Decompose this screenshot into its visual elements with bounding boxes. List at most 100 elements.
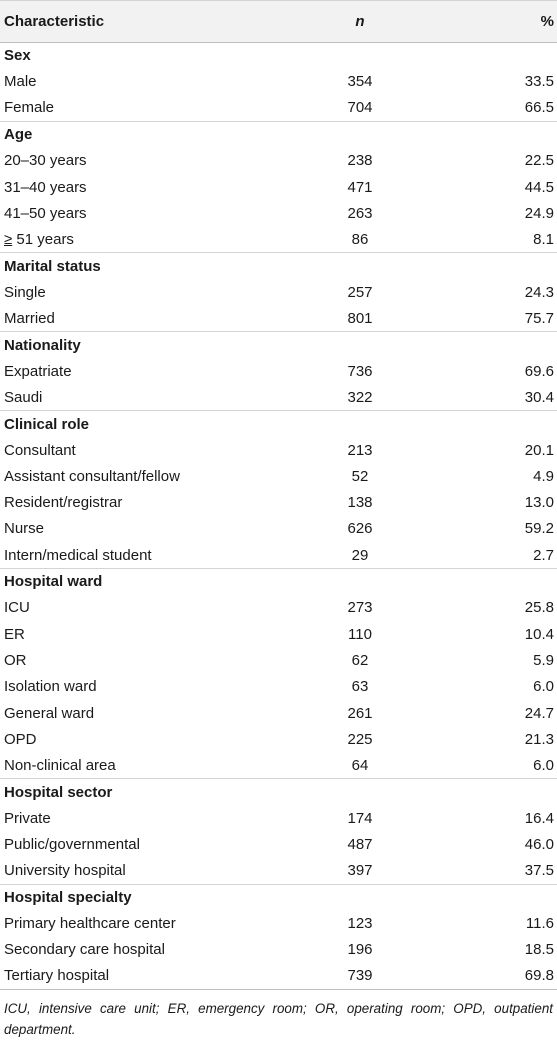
table-row: Single 257 24.3: [0, 279, 557, 305]
row-count: 64: [351, 756, 369, 774]
row-count: 487: [347, 836, 373, 854]
row-count: 397: [347, 862, 373, 880]
row-percent: 5.9: [533, 651, 554, 669]
row-percent: 44.5: [524, 178, 554, 196]
row-count: 225: [347, 730, 373, 748]
empty-cell: [420, 778, 557, 806]
table-row: ICU 273 25.8: [0, 595, 557, 621]
table-row: Assistant consultant/fellow 52 4.9: [0, 463, 557, 489]
table-body: Sex Male 354 33.5 Female 704 66.5 Age 20–30 year…: [0, 41, 557, 990]
table-row: OR 62 5.9: [0, 647, 557, 673]
row-count: 196: [347, 941, 373, 959]
row-count: 123: [347, 914, 373, 932]
group-header-row: Clinical role: [0, 410, 557, 437]
row-count: 322: [347, 388, 373, 406]
row-percent: 25.8: [524, 599, 554, 617]
row-percent: 66.5: [524, 99, 554, 117]
row-percent: 22.5: [524, 152, 554, 170]
table-row: Tertiary hospital 739 69.8: [0, 962, 557, 990]
row-count: 736: [347, 362, 373, 380]
table-row: Secondary care hospital 196 18.5: [0, 937, 557, 963]
row-label: OR: [4, 651, 27, 669]
row-label: Public/governmental: [4, 836, 140, 854]
row-percent: 6.0: [533, 756, 554, 774]
row-percent: 33.5: [524, 73, 554, 91]
row-label: Isolation ward: [4, 678, 97, 696]
group-header-row: Hospital specialty: [0, 883, 557, 911]
group-title: Age: [0, 120, 300, 148]
row-label: Resident/registrar: [4, 494, 123, 512]
table-row: Nurse 626 59.2: [0, 516, 557, 542]
group-title: Hospital specialty: [0, 883, 300, 911]
table-footnote: ICU, intensive care unit; ER, emergency …: [4, 1000, 553, 1037]
row-label: Saudi: [4, 388, 43, 406]
row-percent: 21.3: [524, 730, 554, 748]
row-percent: 24.9: [524, 204, 554, 222]
table-row: Consultant 213 20.1: [0, 437, 557, 463]
empty-cell: [300, 567, 420, 595]
empty-cell: [300, 410, 420, 437]
row-label: Expatriate: [4, 362, 72, 380]
group-header-row: Hospital ward: [0, 567, 557, 595]
row-label: 41–50 years: [4, 204, 87, 222]
header-n: n: [300, 0, 420, 43]
row-percent: 10.4: [524, 625, 554, 643]
table-row: Married 801 75.7: [0, 305, 557, 331]
table-row: 41–50 years 263 24.9: [0, 200, 557, 226]
row-label: Secondary care hospital: [4, 941, 165, 959]
row-label: Primary healthcare center: [4, 914, 176, 932]
row-count: 138: [347, 494, 373, 512]
row-percent: 75.7: [524, 309, 554, 327]
empty-cell: [300, 883, 420, 911]
row-count: 52: [351, 467, 369, 485]
group-title: Clinical role: [0, 410, 300, 437]
empty-cell: [420, 883, 557, 911]
row-label: 31–40 years: [4, 178, 87, 196]
table-row: Male 354 33.5: [0, 69, 557, 95]
empty-cell: [420, 567, 557, 595]
group-header-row: Hospital sector: [0, 778, 557, 806]
row-label: Tertiary hospital: [0, 962, 300, 990]
table-row: Private 174 16.4: [0, 805, 557, 831]
empty-cell: [420, 252, 557, 280]
row-count: 29: [351, 546, 369, 564]
row-count: 739: [300, 962, 420, 990]
group-title: Marital status: [0, 252, 300, 280]
header-characteristic: Characteristic: [0, 0, 300, 43]
table-header-row: Characteristic n %: [0, 0, 557, 43]
row-percent: 2.7: [533, 546, 554, 564]
row-label: General ward: [4, 704, 95, 722]
table-row: Female 704 66.5: [0, 95, 557, 121]
row-label: OPD: [4, 730, 37, 748]
table-row: Intern/medical student 29 2.7: [0, 542, 557, 568]
row-label: Consultant: [4, 441, 76, 459]
row-count: 213: [347, 441, 373, 459]
group-header-row: Sex: [0, 41, 557, 69]
row-label: ICU: [4, 599, 30, 617]
empty-cell: [300, 778, 420, 806]
group-title: Hospital ward: [0, 567, 300, 595]
row-label: Intern/medical student: [4, 546, 152, 564]
row-percent: 69.6: [524, 362, 554, 380]
table-row: 20–30 years 238 22.5: [0, 148, 557, 174]
empty-cell: [420, 331, 557, 359]
row-count: 63: [351, 678, 369, 696]
row-percent: 46.0: [524, 836, 554, 854]
empty-cell: [300, 120, 420, 148]
row-percent: 37.5: [524, 862, 554, 880]
row-label: Married: [4, 309, 55, 327]
empty-cell: [420, 410, 557, 437]
empty-cell: [420, 120, 557, 148]
table-row: ≥ 51 years 86 8.1: [0, 227, 557, 253]
table-row: Expatriate 736 69.6: [0, 358, 557, 384]
row-label: ER: [4, 625, 25, 643]
table-row: University hospital 397 37.5: [0, 858, 557, 884]
row-label: Single: [4, 283, 46, 301]
row-count: 110: [348, 625, 372, 643]
row-label: ≥ 51 years: [4, 230, 74, 248]
row-label: Female: [4, 99, 55, 117]
row-count: 257: [347, 283, 373, 301]
row-percent: 24.3: [524, 283, 554, 301]
row-count: 704: [347, 99, 373, 117]
